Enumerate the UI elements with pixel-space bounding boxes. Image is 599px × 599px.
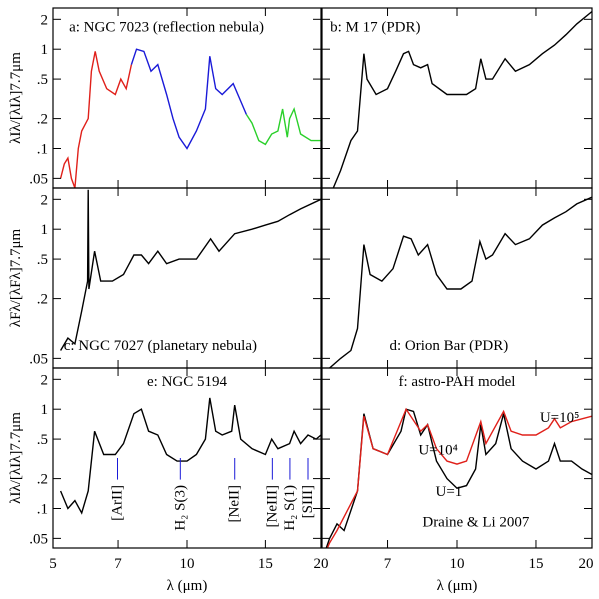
line-label: H₂ S(3): [172, 485, 188, 531]
y-tick-label: .5: [37, 72, 48, 88]
x-tick-label: 20: [314, 556, 329, 572]
panel: 5 7 10 15 20 2 1 .5 .2 .1 .05 e: NGC 5194 λIλ/[λIλ]7…: [8, 367, 329, 594]
series-label: U=10⁵: [540, 410, 580, 426]
spectrum-line: [130, 48, 248, 150]
y-axis-label: λFλ/[λFλ]7.7μm: [8, 228, 24, 327]
panel: 2 1 .5 .2 .1 .05 a: NGC 7023 (reflection nebul…: [8, 7, 322, 189]
y-tick-label: 2: [41, 192, 49, 208]
spectrum-line: [245, 106, 321, 146]
x-axis-label: λ (μm): [437, 578, 478, 594]
y-tick-label: .1: [37, 501, 48, 517]
line-label: [NeII]: [227, 485, 243, 522]
line-label: [SIII]: [300, 485, 316, 518]
y-axis-label: λIλ/[λIλ]7.7μm: [8, 52, 24, 144]
y-tick-label: 1: [41, 222, 49, 238]
spectrum-line: [325, 408, 592, 548]
spectrum-line: [59, 51, 133, 188]
y-tick-label: .2: [37, 112, 48, 128]
y-tick-label: .05: [29, 531, 48, 547]
x-tick-label: 15: [258, 556, 273, 572]
x-tick-label: 10: [450, 556, 465, 572]
y-tick-label: .5: [37, 252, 48, 268]
y-tick-label: .5: [37, 432, 48, 448]
line-label: H₂ S(1): [282, 485, 298, 531]
line-label: [NeIII]: [264, 485, 280, 527]
x-tick-label: 15: [528, 556, 543, 572]
spectrum-line: [59, 189, 321, 351]
x-tick-label: 7: [384, 556, 392, 572]
y-tick-label: 1: [41, 42, 49, 58]
spectrum-line: [326, 407, 592, 548]
spectrum-line: [59, 397, 321, 515]
x-tick-label: 5: [49, 556, 57, 572]
y-tick-label: 1: [41, 402, 49, 418]
panel-title: a: NGC 7023 (reflection nebula): [69, 19, 264, 35]
panel-title: f: astro-PAH model: [399, 374, 516, 390]
x-tick-label: 20: [579, 556, 594, 572]
y-tick-label: .1: [37, 141, 48, 157]
line-label: [ArII]: [109, 485, 125, 521]
panel: 2 1 .5 .2 .05 c: NGC 7027 (planetary nebula) λ…: [8, 187, 322, 369]
x-axis-label: λ (μm): [167, 578, 208, 594]
panel-title: b: M 17 (PDR): [330, 19, 420, 35]
y-tick-label: 2: [41, 372, 49, 388]
panel: d: Orion Bar (PDR): [321, 187, 593, 369]
y-tick-label: .05: [29, 351, 48, 367]
y-axis-label: λIλ/[λIλ]7.7μm: [8, 412, 24, 504]
y-tick-label: .2: [37, 292, 48, 308]
panel: b: M 17 (PDR): [321, 7, 593, 189]
panel-title: c: NGC 7027 (planetary nebula): [64, 338, 257, 354]
panel: 7 10 15 20 f: astro-PAH model λ (μm) U=1 U=10⁵ U…: [321, 367, 594, 594]
y-tick-label: 2: [41, 12, 49, 28]
series-label: U=1: [436, 484, 463, 500]
x-tick-label: 7: [114, 556, 122, 572]
x-tick-label: 10: [180, 556, 195, 572]
y-tick-label: .05: [29, 171, 48, 187]
annotation: U=10⁴: [418, 442, 458, 458]
panel-title: d: Orion Bar (PDR): [390, 338, 509, 354]
y-tick-label: .2: [37, 472, 48, 488]
annotation: Draine & Li 2007: [422, 514, 530, 530]
spectrum-line: [329, 196, 592, 368]
spectrum-line: [332, 10, 592, 188]
panel-title: e: NGC 5194: [147, 374, 227, 390]
